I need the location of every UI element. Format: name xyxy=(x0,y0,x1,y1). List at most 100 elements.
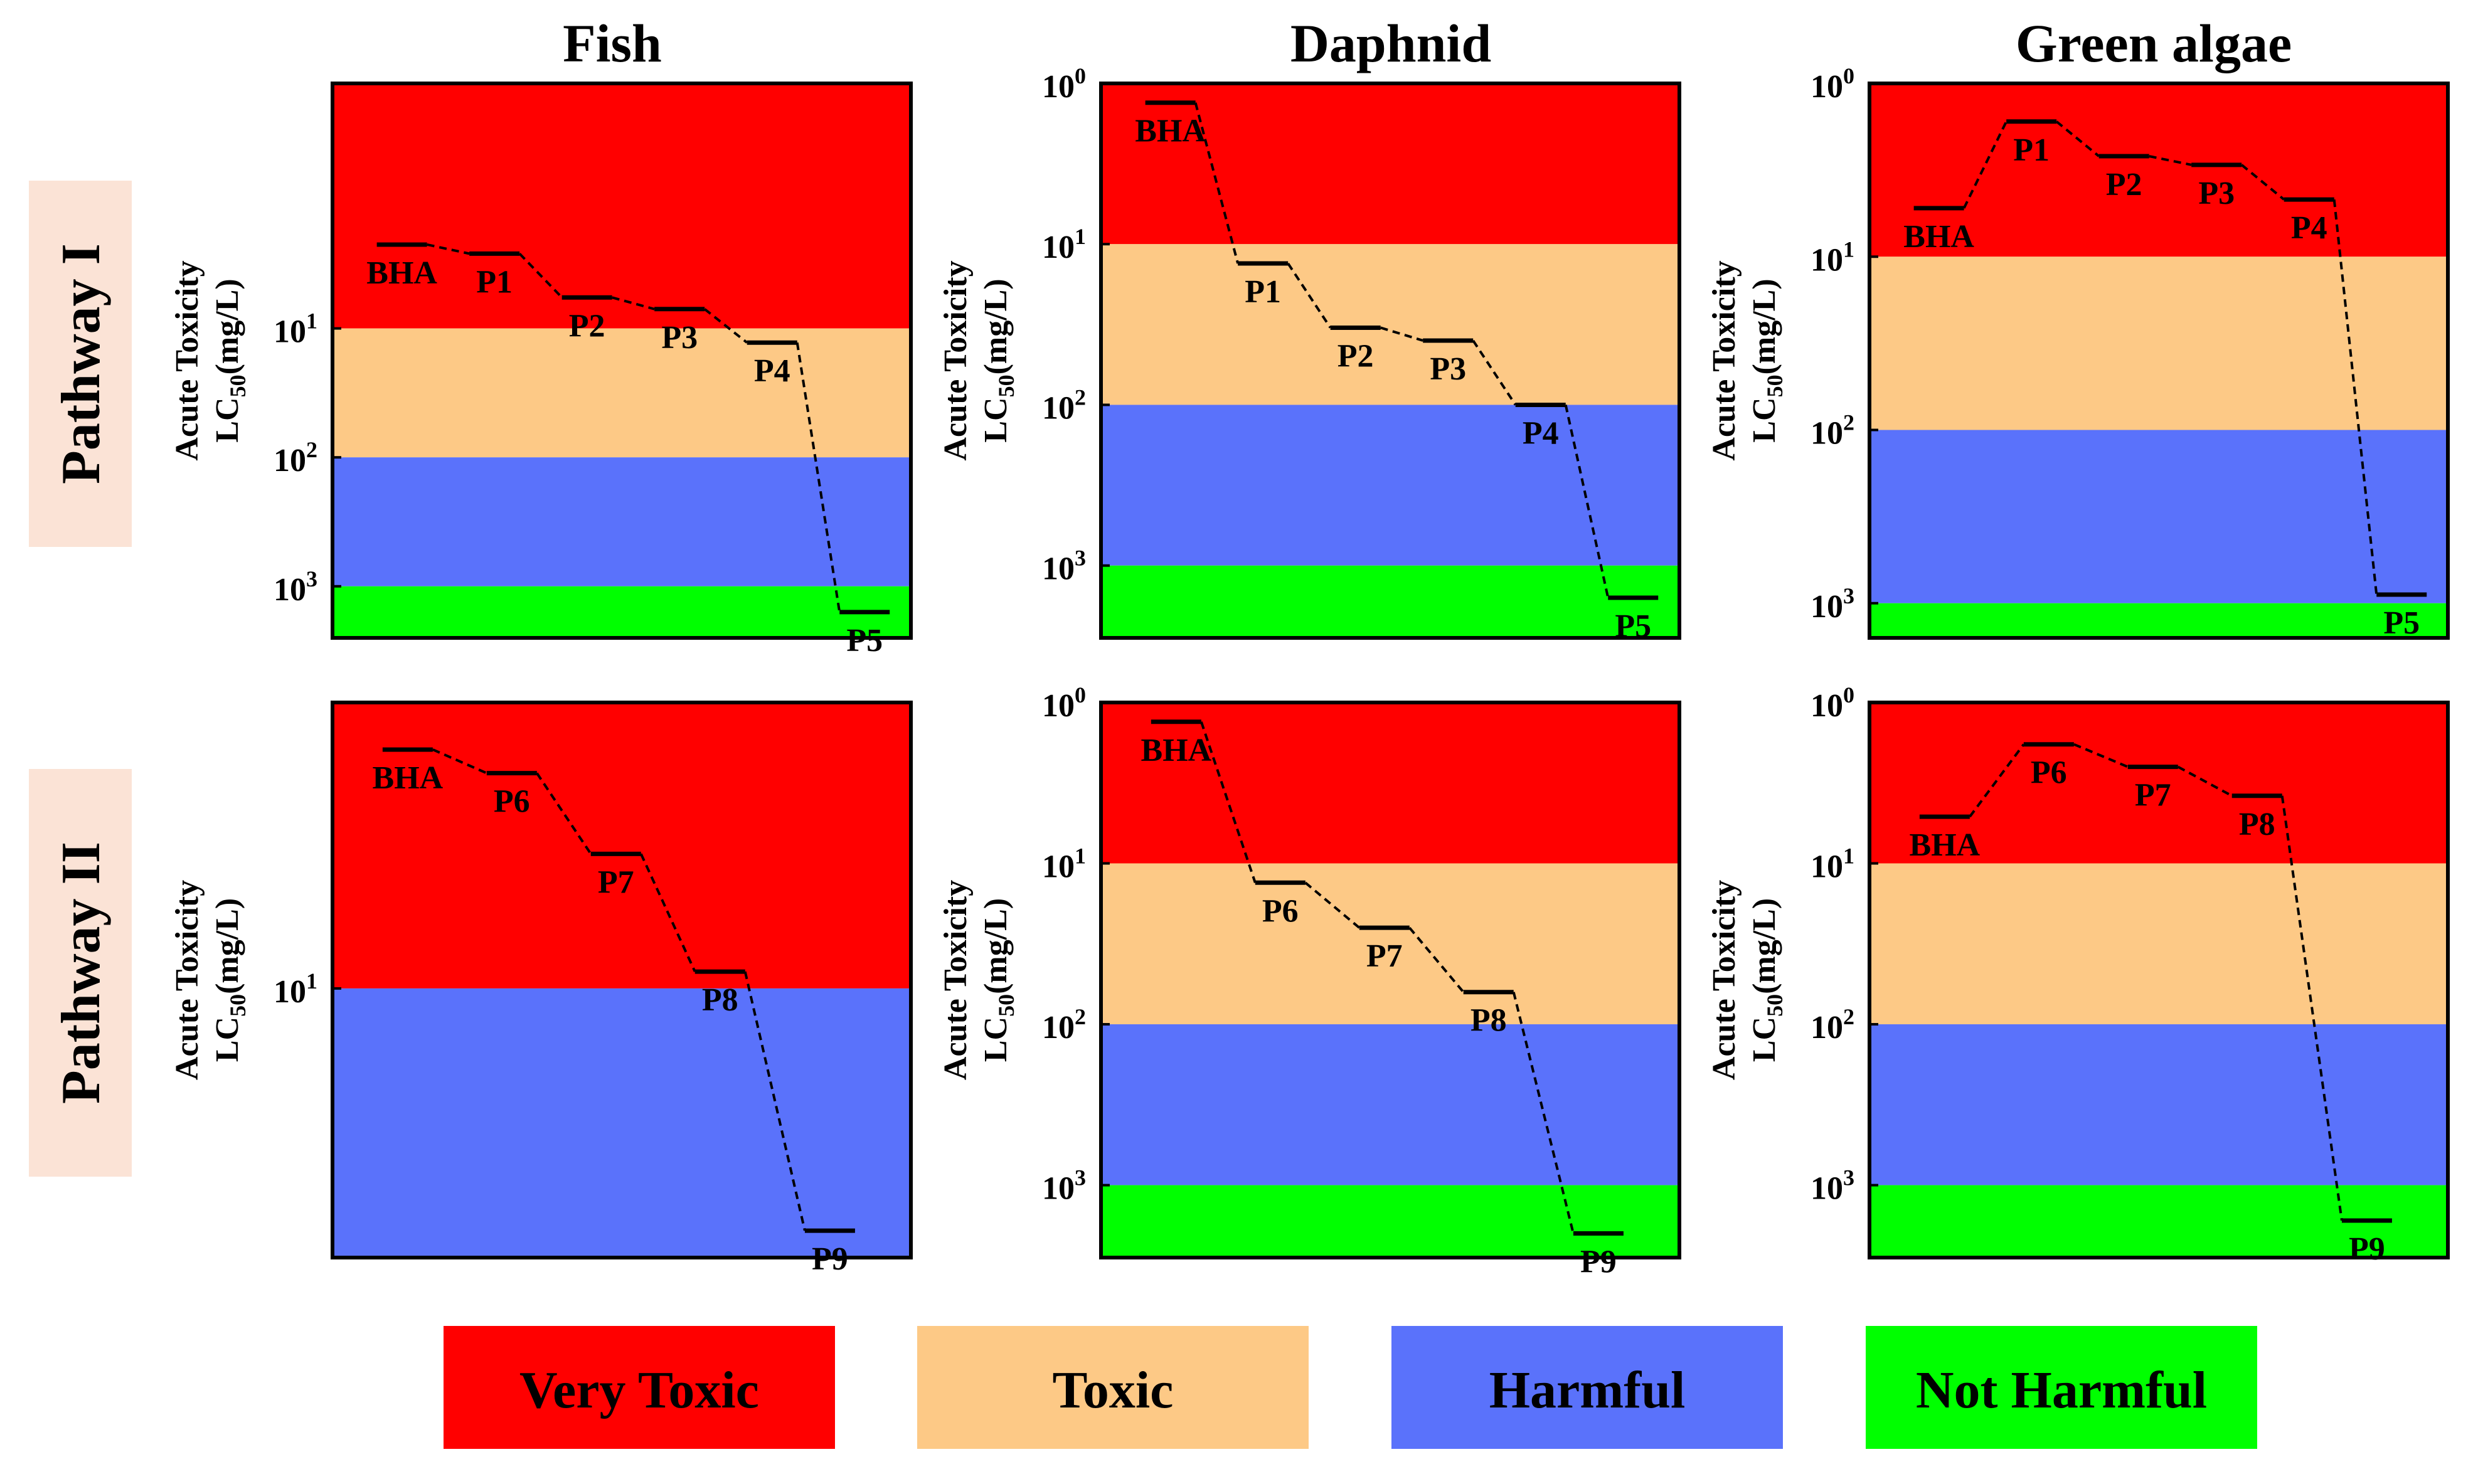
point-label-p6: P6 xyxy=(2031,755,2067,791)
plot-frame xyxy=(331,701,913,1259)
legend-swatch-not-harmful xyxy=(1866,1326,2257,1449)
legend-swatch-harmful xyxy=(1391,1326,1783,1449)
point-label-p4: P4 xyxy=(754,353,790,389)
legend-item-not-harmful: Not Harmful xyxy=(1866,1326,2257,1449)
legend-swatch-toxic xyxy=(917,1326,1309,1449)
point-label-p3: P3 xyxy=(661,320,698,356)
band-harmful xyxy=(1101,1024,1679,1185)
panel-daphnid-pathway-ii: 100 101 102 103 Acute Toxicity LC50(mg/L) BHA P… xyxy=(938,682,1681,1280)
y-tick-label: 100 xyxy=(1811,682,1854,724)
legend-item-very-toxic: Very Toxic xyxy=(444,1326,835,1449)
y-tick-label: 100 xyxy=(1042,682,1086,724)
row-label-text: Pathway I xyxy=(51,243,112,484)
connector-line xyxy=(536,772,592,855)
y-tick-label: 103 xyxy=(1811,583,1854,625)
connector-line xyxy=(1564,405,1610,598)
y-axis-label-line1: Acute Toxicity xyxy=(1706,260,1742,460)
band-not-harmful xyxy=(1869,603,2448,638)
band-toxic xyxy=(1101,863,1679,1025)
legend-label-harmful: Harmful xyxy=(1489,1361,1686,1419)
connector-line xyxy=(1512,992,1575,1234)
band-not-harmful xyxy=(332,586,911,638)
row-label-pathway-2: Pathway II xyxy=(29,769,132,1177)
legend: Very Toxic Toxic Harmful Not Harmful xyxy=(444,1326,2257,1449)
point-label-p8: P8 xyxy=(1470,1003,1507,1039)
y-axis-label-line2: LC50(mg/L) xyxy=(1747,898,1787,1062)
connector-line xyxy=(743,971,806,1231)
point-label-p2: P2 xyxy=(1337,338,1374,374)
point-label-bha: BHA xyxy=(1903,219,1974,255)
panel-fish-pathway-i: 101 102 103 Acute Toxicity LC50(mg/L) BHA P1 P2… xyxy=(169,82,913,659)
connector-line xyxy=(1380,326,1423,342)
point-label-p5: P5 xyxy=(846,623,883,659)
connector-line xyxy=(2073,743,2129,768)
panel-fish-pathway-ii: 101 Acute Toxicity LC50(mg/L) BHA P6 P7 P8 P9 xyxy=(169,701,913,1277)
y-tick-label: 102 xyxy=(1811,410,1854,452)
row-label-pathway-1: Pathway I xyxy=(29,181,132,547)
y-axis-label-line1: Acute Toxicity xyxy=(169,880,205,1080)
legend-label-very-toxic: Very Toxic xyxy=(519,1361,759,1419)
y-tick-label: 103 xyxy=(1811,1165,1854,1207)
band-very-toxic xyxy=(1869,702,2448,864)
connector-line xyxy=(1472,339,1517,406)
y-tick-label: 101 xyxy=(1811,844,1854,885)
band-harmful xyxy=(332,988,911,1258)
connector-line xyxy=(1969,743,2025,818)
legend-item-harmful: Harmful xyxy=(1391,1326,1783,1449)
point-label-p9: P9 xyxy=(1580,1244,1617,1280)
band-harmful xyxy=(332,457,911,586)
y-tick-label: 100 xyxy=(1811,63,1854,105)
y-tick-label: 101 xyxy=(1042,224,1086,265)
y-axis-label-line1: Acute Toxicity xyxy=(938,260,974,460)
point-label-p1: P1 xyxy=(476,264,513,300)
panel-green-algae-pathway-ii: 100 101 102 103 Acute Toxicity LC50(mg/L) BHA P… xyxy=(1706,682,2450,1267)
connector-line xyxy=(1194,102,1240,264)
y-tick-label: 103 xyxy=(1042,546,1086,587)
column-title-fish: Fish xyxy=(563,13,662,73)
band-very-toxic xyxy=(1869,83,2448,257)
band-not-harmful xyxy=(1101,1185,1679,1258)
y-axis-label-line1: Acute Toxicity xyxy=(1706,880,1742,1080)
connector-line xyxy=(1408,926,1465,994)
connector-line xyxy=(427,243,470,255)
column-title-daphnid: Daphnid xyxy=(1290,13,1491,73)
y-axis-label-line2: LC50(mg/L) xyxy=(978,898,1019,1062)
y-axis-label-line2: LC50(mg/L) xyxy=(210,898,250,1062)
point-label-bha: BHA xyxy=(373,760,444,796)
band-harmful xyxy=(1869,1024,2448,1185)
connector-line xyxy=(432,748,487,775)
point-label-p2: P2 xyxy=(569,308,605,344)
plot-frame xyxy=(1099,82,1681,640)
column-title-green-algae: Green algae xyxy=(2016,13,2292,73)
y-tick-label: 100 xyxy=(1042,63,1086,105)
point-label-p4: P4 xyxy=(2291,210,2327,246)
y-tick-label: 102 xyxy=(1042,384,1086,426)
connector-line xyxy=(703,308,748,344)
point-label-p8: P8 xyxy=(2239,807,2275,842)
band-toxic xyxy=(1869,257,2448,430)
connector-line xyxy=(2149,155,2192,166)
row-label-text: Pathway II xyxy=(51,842,112,1104)
legend-label-toxic: Toxic xyxy=(1053,1361,1174,1419)
point-label-p7: P7 xyxy=(2135,778,2171,814)
connector-line xyxy=(1287,262,1332,329)
band-toxic xyxy=(1869,863,2448,1025)
y-tick-label: 101 xyxy=(274,309,317,350)
y-tick-label: 102 xyxy=(274,437,317,479)
band-toxic xyxy=(1101,244,1679,405)
point-label-p7: P7 xyxy=(1366,938,1403,974)
connector-line xyxy=(2280,795,2343,1221)
connector-line xyxy=(1199,721,1257,883)
legend-swatch-very-toxic xyxy=(444,1326,835,1449)
legend-item-toxic: Toxic xyxy=(917,1326,1309,1449)
plot-frame xyxy=(1099,701,1681,1259)
band-very-toxic xyxy=(332,702,911,988)
point-label-p7: P7 xyxy=(598,864,634,900)
y-tick-label: 101 xyxy=(1042,844,1086,885)
point-label-bha: BHA xyxy=(1910,827,1981,863)
connector-line xyxy=(518,252,563,299)
point-label-p2: P2 xyxy=(2106,167,2142,203)
band-toxic xyxy=(332,328,911,458)
